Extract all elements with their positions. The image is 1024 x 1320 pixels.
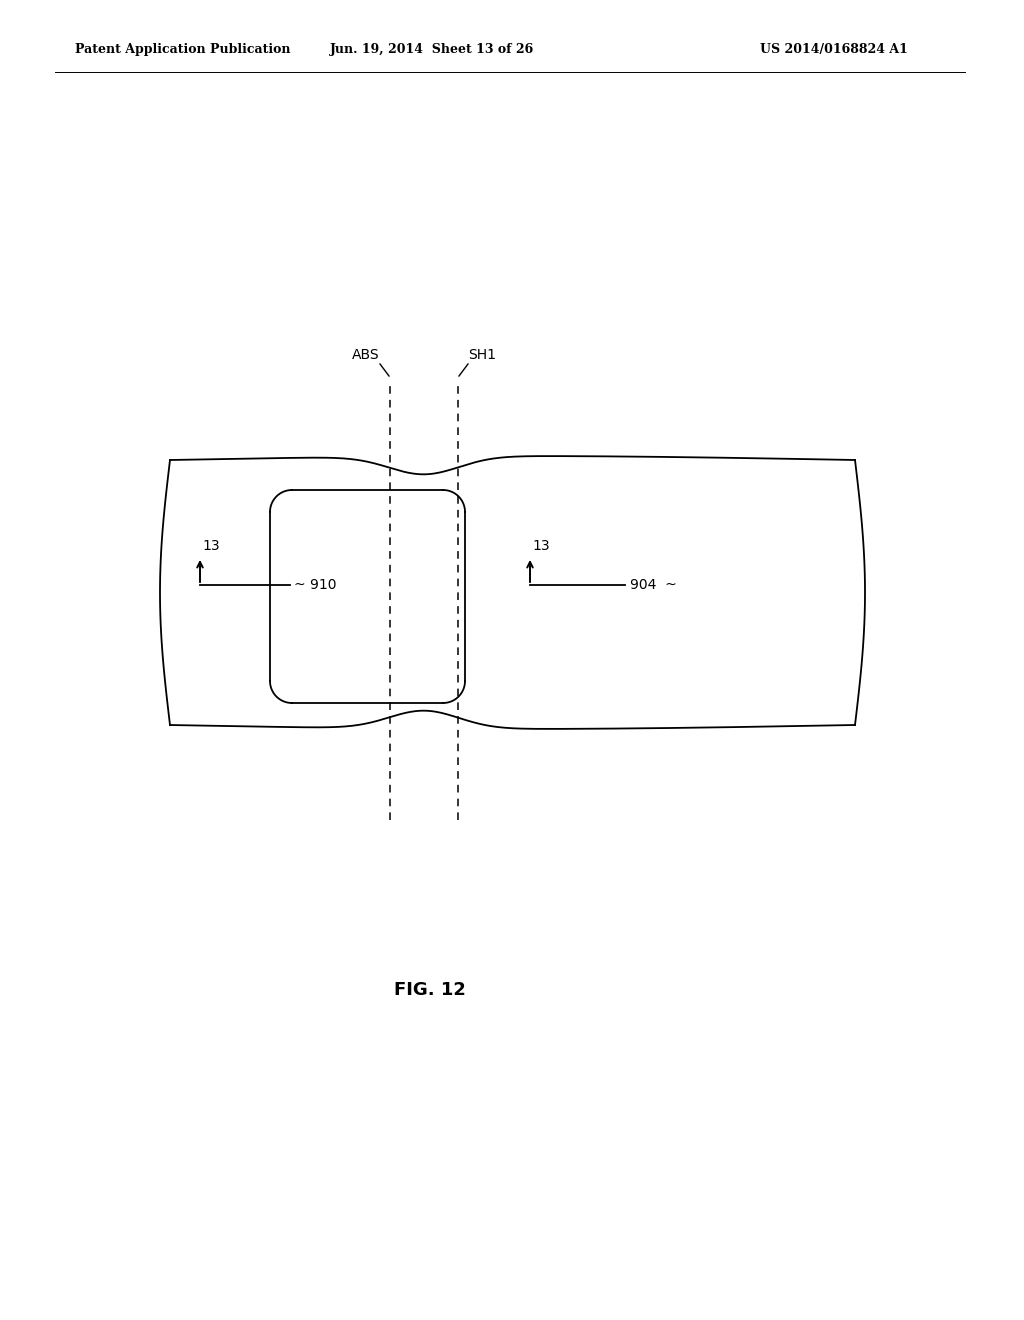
Text: US 2014/0168824 A1: US 2014/0168824 A1 xyxy=(760,44,908,57)
Text: ~ 910: ~ 910 xyxy=(294,578,337,591)
Text: SH1: SH1 xyxy=(468,348,496,362)
Text: Jun. 19, 2014  Sheet 13 of 26: Jun. 19, 2014 Sheet 13 of 26 xyxy=(330,44,535,57)
Text: FIG. 12: FIG. 12 xyxy=(394,981,466,999)
Text: 904  ~: 904 ~ xyxy=(630,578,677,591)
Text: Patent Application Publication: Patent Application Publication xyxy=(75,44,291,57)
Text: ABS: ABS xyxy=(352,348,380,362)
Text: 13: 13 xyxy=(532,539,550,553)
Text: 13: 13 xyxy=(202,539,219,553)
